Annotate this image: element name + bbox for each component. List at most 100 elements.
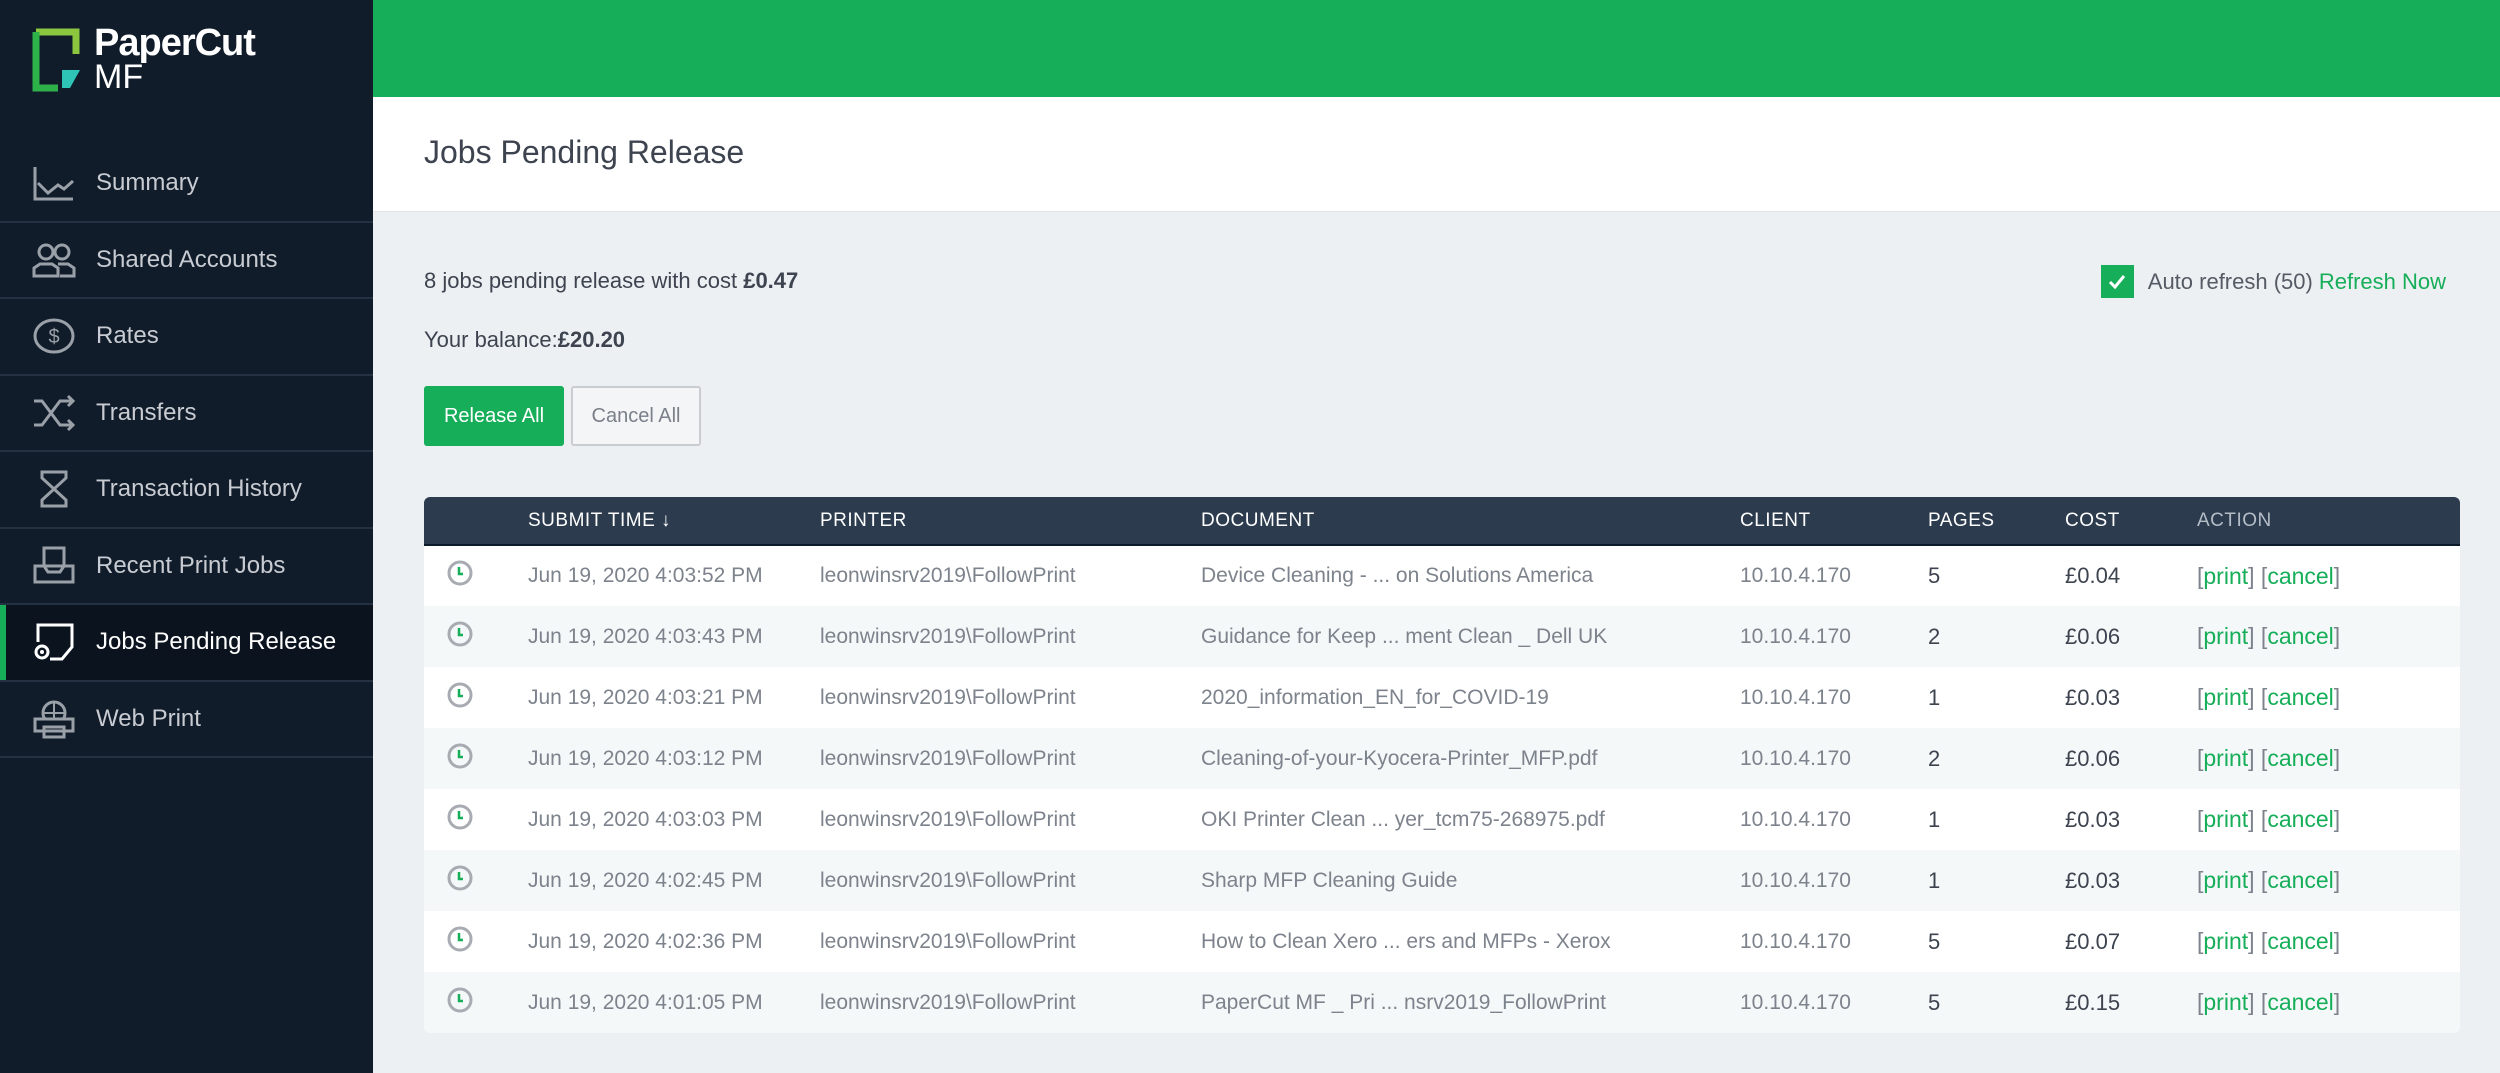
sidebar-item-summary[interactable]: Summary	[0, 146, 373, 223]
printer: leonwinsrv2019\FollowPrint	[820, 564, 1076, 587]
header-client[interactable]: CLIENT	[1740, 497, 1928, 546]
print-link[interactable]: print	[2203, 867, 2249, 893]
sidebar-item-recent-print-jobs[interactable]: Recent Print Jobs	[0, 529, 373, 605]
sidebar-item-shared-accounts[interactable]: Shared Accounts	[0, 223, 373, 299]
action-cell: [print] [cancel]	[2197, 928, 2341, 954]
cancel-link[interactable]: cancel	[2267, 867, 2334, 893]
action-cell: [print] [cancel]	[2197, 850, 2460, 911]
submit-time: Jun 19, 2020 4:03:12 PM	[488, 728, 820, 789]
submit-time: Jun 19, 2020 4:03:03 PM	[528, 807, 763, 831]
table-row: Jun 19, 2020 4:01:05 PM leonwinsrv2019\Fo…	[424, 972, 2460, 1033]
inbox-tray-icon	[33, 546, 75, 584]
jobs-table: SUBMIT TIME ↓ PRINTER DOCUMENT CLIENT PA…	[424, 497, 2460, 1033]
client: 10.10.4.170	[1740, 728, 1928, 789]
sidebar-item-label: Transfers	[96, 398, 197, 426]
status-cell	[424, 728, 488, 789]
pages: 2	[1928, 606, 2065, 667]
header-printer[interactable]: PRINTER	[820, 497, 1201, 546]
auto-refresh: Auto refresh (50) Refresh Now	[2100, 265, 2446, 298]
action-cell: [print] [cancel]	[2197, 806, 2341, 832]
header-label: SUBMIT TIME	[528, 509, 656, 531]
cancel-link[interactable]: cancel	[2267, 806, 2334, 832]
client: 10.10.4.170	[1740, 850, 1928, 911]
table-row: Jun 19, 2020 4:03:12 PM leonwinsrv2019\Fo…	[424, 728, 2460, 789]
print-link[interactable]: print	[2203, 623, 2249, 649]
client: 10.10.4.170	[1740, 929, 1851, 953]
sidebar-item-label: Jobs Pending Release	[96, 628, 337, 656]
header-submit-time[interactable]: SUBMIT TIME ↓	[488, 497, 820, 546]
cancel-link[interactable]: cancel	[2267, 928, 2334, 954]
client: 10.10.4.170	[1740, 564, 1851, 587]
pending-summary: 8 jobs pending release with cost £0.47	[424, 268, 798, 294]
document: Guidance for Keep ... ment Clean _ Dell …	[1201, 606, 1740, 667]
clock-icon	[447, 926, 473, 951]
pages: 5	[1928, 928, 1941, 954]
pages: 5	[1928, 563, 1941, 588]
document: Device Cleaning - ... on Solutions Ameri…	[1201, 564, 1594, 587]
action-cell: [print] [cancel]	[2197, 562, 2341, 589]
document: How to Clean Xero ... ers and MFPs - Xer…	[1201, 929, 1611, 953]
header-pages[interactable]: PAGES	[1928, 497, 2065, 546]
pages: 5	[1928, 972, 2065, 1033]
clock-icon	[447, 560, 473, 586]
dollar-circle-icon: $	[33, 318, 75, 354]
refresh-now-link[interactable]: Refresh Now	[2318, 268, 2446, 294]
cost: £0.07	[2065, 928, 2121, 954]
header-icon-col	[424, 497, 488, 546]
sidebar-item-label: Summary	[96, 169, 199, 197]
brand-name: PaperCut	[94, 22, 256, 64]
papercut-logo[interactable]: PaperCut MF	[32, 22, 256, 94]
users-icon	[32, 243, 76, 278]
cost: £0.06	[2065, 606, 2197, 667]
printer: leonwinsrv2019\FollowPrint	[820, 929, 1076, 953]
status-cell	[424, 667, 488, 728]
shuffle-icon	[34, 394, 76, 431]
sidebar-item-label: Recent Print Jobs	[96, 551, 286, 579]
action-cell: [print] [cancel]	[2197, 684, 2341, 710]
print-link[interactable]: print	[2203, 806, 2249, 832]
clock-icon	[447, 804, 473, 829]
printer: leonwinsrv2019\FollowPrint	[820, 728, 1201, 789]
balance: Your balance:£20.20	[424, 327, 625, 353]
sidebar-item-web-print[interactable]: Web Print	[0, 682, 373, 758]
table-row: Jun 19, 2020 4:02:36 PM leonwinsrv2019\Fo…	[424, 911, 2460, 972]
print-link[interactable]: print	[2203, 684, 2249, 710]
sidebar-nav: Summary Shared Accounts $ Rates Transfers Tra…	[0, 146, 373, 758]
document: PaperCut MF _ Pri ... nsrv2019_FollowPri…	[1201, 972, 1740, 1033]
auto-refresh-checkbox[interactable]	[2100, 265, 2134, 298]
table-row: Jun 19, 2020 4:03:03 PM leonwinsrv2019\Fo…	[424, 789, 2460, 850]
sidebar-item-transaction-history[interactable]: Transaction History	[0, 452, 373, 529]
header-document[interactable]: DOCUMENT	[1201, 497, 1740, 546]
table-row: Jun 19, 2020 4:02:45 PM leonwinsrv2019\Fo…	[424, 850, 2460, 911]
sidebar-item-jobs-pending-release[interactable]: Jobs Pending Release	[0, 605, 373, 682]
print-link[interactable]: print	[2203, 989, 2249, 1015]
cancel-link[interactable]: cancel	[2267, 684, 2334, 710]
page-title: Jobs Pending Release	[424, 134, 745, 170]
header-cost[interactable]: COST	[2065, 497, 2197, 546]
cancel-all-button[interactable]: Cancel All	[571, 386, 701, 446]
sidebar-item-transfers[interactable]: Transfers	[0, 376, 373, 452]
submit-time: Jun 19, 2020 4:03:21 PM	[528, 685, 763, 709]
print-link[interactable]: print	[2203, 745, 2249, 771]
print-link[interactable]: print	[2203, 928, 2249, 954]
cost: £0.06	[2065, 728, 2197, 789]
document: 2020_information_EN_for_COVID-19	[1201, 685, 1549, 709]
cancel-link[interactable]: cancel	[2267, 623, 2334, 649]
submit-time: Jun 19, 2020 4:02:36 PM	[528, 929, 763, 953]
print-link[interactable]: print	[2203, 562, 2249, 589]
release-all-button[interactable]: Release All	[424, 386, 564, 446]
cancel-link[interactable]: cancel	[2267, 562, 2334, 589]
sidebar-item-rates[interactable]: $ Rates	[0, 299, 373, 376]
top-bar	[373, 0, 2500, 97]
status-cell	[424, 850, 488, 911]
submit-time: Jun 19, 2020 4:03:52 PM	[528, 564, 763, 587]
arrow-down-icon: ↓	[661, 509, 672, 531]
cancel-link[interactable]: cancel	[2267, 989, 2334, 1015]
balance-label: Your balance:	[424, 327, 558, 352]
table-row: Jun 19, 2020 4:03:43 PM leonwinsrv2019\Fo…	[424, 606, 2460, 667]
sidebar-item-label: Shared Accounts	[96, 245, 278, 273]
document: OKI Printer Clean ... yer_tcm75-268975.p…	[1201, 807, 1605, 831]
printer: leonwinsrv2019\FollowPrint	[820, 807, 1076, 831]
cancel-link[interactable]: cancel	[2267, 745, 2334, 771]
table-row: Jun 19, 2020 4:03:52 PM leonwinsrv2019\Fo…	[424, 545, 2460, 606]
